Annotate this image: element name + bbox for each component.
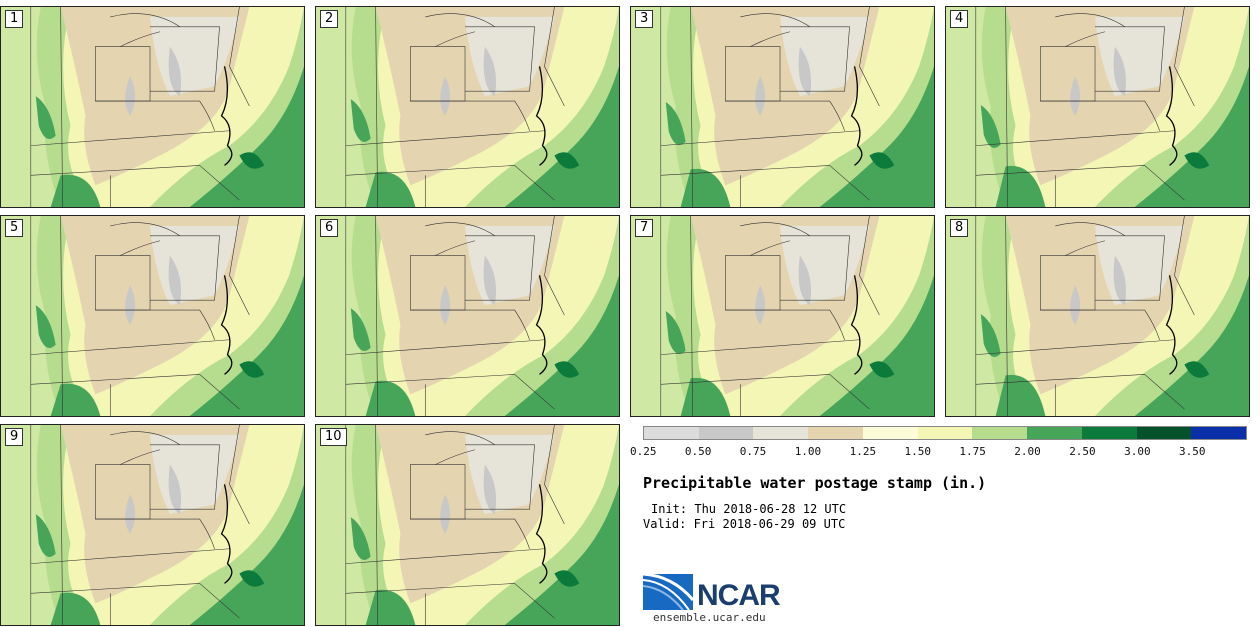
- colorbar-segment: [1027, 427, 1082, 439]
- member-number: 2: [320, 10, 339, 28]
- ensemble-member-panel: 3: [630, 6, 935, 208]
- ensemble-member-panel: 6: [315, 215, 620, 417]
- colorbar-segment: [808, 427, 863, 439]
- map-field: [316, 7, 619, 207]
- member-number: 8: [950, 219, 969, 237]
- ensemble-member-panel: 10: [315, 424, 620, 626]
- map-field: [1, 425, 304, 625]
- member-number: 5: [5, 219, 24, 237]
- ncar-logo-icon: [643, 572, 695, 611]
- valid-time: Valid: Fri 2018-06-29 09 UTC: [643, 517, 846, 531]
- member-number: 10: [320, 428, 347, 446]
- colorbar-tick-label: 3.00: [1124, 445, 1151, 458]
- map-field: [316, 216, 619, 416]
- map-field: [631, 7, 934, 207]
- colorbar-tick-label: 1.75: [959, 445, 986, 458]
- colorbar-tick-label: 1.00: [794, 445, 822, 458]
- ensemble-member-panel: 2: [315, 6, 620, 208]
- ensemble-member-panel: 5: [0, 215, 305, 417]
- member-number: 6: [320, 219, 339, 237]
- chart-title: Precipitable water postage stamp (in.): [643, 474, 987, 492]
- member-number: 4: [950, 10, 969, 28]
- member-number: 7: [635, 219, 654, 237]
- colorbar-segment: [1191, 427, 1247, 439]
- colorbar-segment: [1136, 427, 1192, 439]
- map-field: [1, 216, 304, 416]
- colorbar-tick-label: 1.25: [849, 445, 877, 458]
- colorbar: [643, 426, 1247, 440]
- colorbar-segment: [972, 427, 1028, 439]
- colorbar-tick-label: 3.50: [1179, 445, 1206, 458]
- colorbar-tick-label: 0.75: [739, 445, 767, 458]
- colorbar-segment: [753, 427, 809, 439]
- ensemble-member-panel: 4: [945, 6, 1250, 208]
- ensemble-member-panel: 8: [945, 215, 1250, 417]
- logo-url: ensemble.ucar.edu: [653, 611, 766, 624]
- ensemble-member-panel: 1: [0, 6, 305, 208]
- map-field: [631, 216, 934, 416]
- init-time: Init: Thu 2018-06-28 12 UTC: [651, 502, 847, 516]
- colorbar-segment: [917, 427, 973, 439]
- ensemble-member-panel: 7: [630, 215, 935, 417]
- colorbar-segment: [644, 427, 699, 439]
- logo-wordmark: NCAR: [697, 579, 781, 612]
- member-number: 9: [5, 428, 24, 446]
- colorbar-segment: [1081, 427, 1137, 439]
- map-field: [1, 7, 304, 207]
- map-field: [946, 216, 1249, 416]
- colorbar-tick-label: 2.50: [1069, 445, 1096, 458]
- colorbar-tick-label: 0.50: [684, 445, 712, 458]
- colorbar-segment: [862, 427, 918, 439]
- member-number: 1: [5, 10, 24, 28]
- map-field: [316, 425, 619, 625]
- map-field: [946, 7, 1249, 207]
- colorbar-segment: [698, 427, 754, 439]
- member-number: 3: [635, 10, 654, 28]
- colorbar-tick-label: 1.50: [904, 445, 932, 458]
- colorbar-labels: 0.25 0.50 0.75 1.00 1.25 1.50 1.75 2.00 2.50 3.00…: [630, 445, 1260, 459]
- colorbar-tick-label: 0.25: [630, 445, 657, 458]
- colorbar-tick-label: 2.00: [1014, 445, 1041, 458]
- ensemble-member-panel: 9: [0, 424, 305, 626]
